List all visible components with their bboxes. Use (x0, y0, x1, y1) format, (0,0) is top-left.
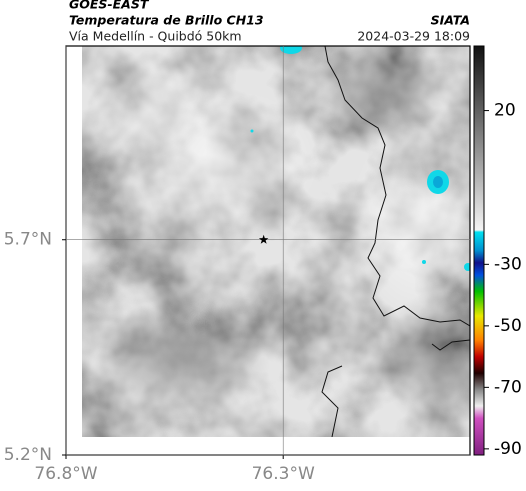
x-tick-label: 76.8°W (34, 464, 97, 484)
colorbar-tick-label: -30 (494, 254, 522, 274)
source-label: GOES-EAST (69, 0, 150, 12)
colorbar-tick-label: -50 (494, 316, 522, 336)
x-tick-label: 76.3°W (252, 464, 315, 484)
satellite-image (82, 46, 470, 437)
colorbar (473, 45, 485, 456)
y-tick-label: 5.2°N (4, 445, 52, 465)
station-marker (258, 234, 269, 244)
title: Temperatura de Brillo CH13 (69, 13, 264, 28)
subtitle: Vía Medellín - Quibdó 50km (69, 29, 242, 44)
timestamp: 2024-03-29 18:09 (357, 29, 470, 44)
org-label: SIATA (431, 13, 470, 28)
colorbar-tick-label: -90 (494, 439, 522, 459)
colorbar-tick-label: 20 (494, 101, 516, 121)
y-tick-label: 5.7°N (4, 230, 52, 250)
colorbar-tick-label: -70 (494, 377, 522, 397)
